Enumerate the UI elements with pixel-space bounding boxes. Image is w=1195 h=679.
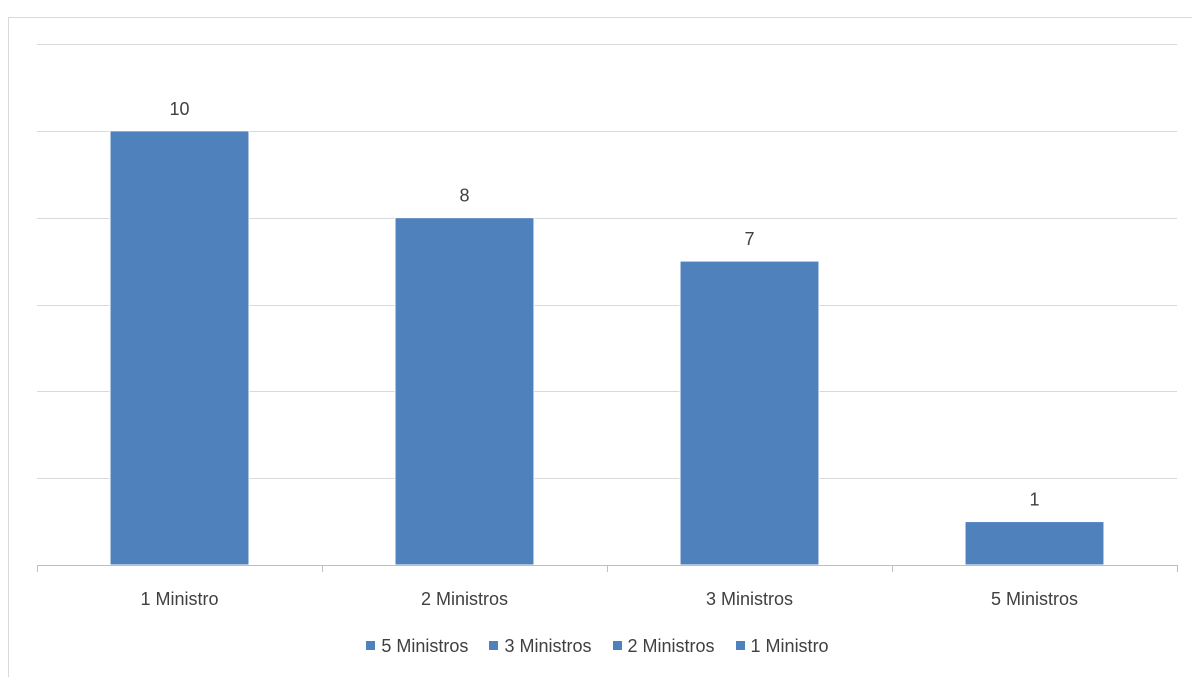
legend-item: 2 Ministros xyxy=(612,636,715,657)
x-axis: 1 Ministro 2 Ministros 3 Ministros 5 Minist… xyxy=(37,565,1178,609)
x-tick-label: 1 Ministro xyxy=(140,589,218,609)
legend-label: 3 Ministros xyxy=(504,636,592,656)
bars xyxy=(109,130,1105,566)
bar xyxy=(964,521,1105,566)
data-label: 7 xyxy=(744,229,754,249)
x-tick-label: 3 Ministros xyxy=(706,589,793,609)
x-tick-label: 5 Ministros xyxy=(991,589,1078,609)
legend-swatch-icon xyxy=(612,641,622,650)
legend: 5 Ministros 3 Ministros 2 Ministros 1 Mi… xyxy=(0,636,1195,657)
data-labels: 10 8 7 1 xyxy=(169,99,1039,510)
legend-item: 3 Ministros xyxy=(489,636,591,657)
legend-swatch-icon xyxy=(489,641,499,650)
data-label: 8 xyxy=(459,186,469,206)
legend-item: 1 Ministro xyxy=(735,636,829,657)
legend-item: 5 Ministros xyxy=(366,636,468,657)
bar xyxy=(394,217,535,566)
x-tick-label: 2 Ministros xyxy=(421,589,508,609)
bar xyxy=(679,260,820,566)
data-label: 1 xyxy=(1029,490,1039,510)
legend-label: 2 Ministros xyxy=(627,636,715,656)
legend-swatch-icon xyxy=(366,641,376,650)
data-label: 10 xyxy=(169,99,189,119)
legend-label: 5 Ministros xyxy=(381,636,469,656)
legend-label: 1 Ministro xyxy=(750,636,829,656)
legend-swatch-icon xyxy=(735,641,745,650)
gridlines xyxy=(37,44,1177,479)
chart-frame xyxy=(8,17,1192,677)
bar xyxy=(109,130,250,566)
